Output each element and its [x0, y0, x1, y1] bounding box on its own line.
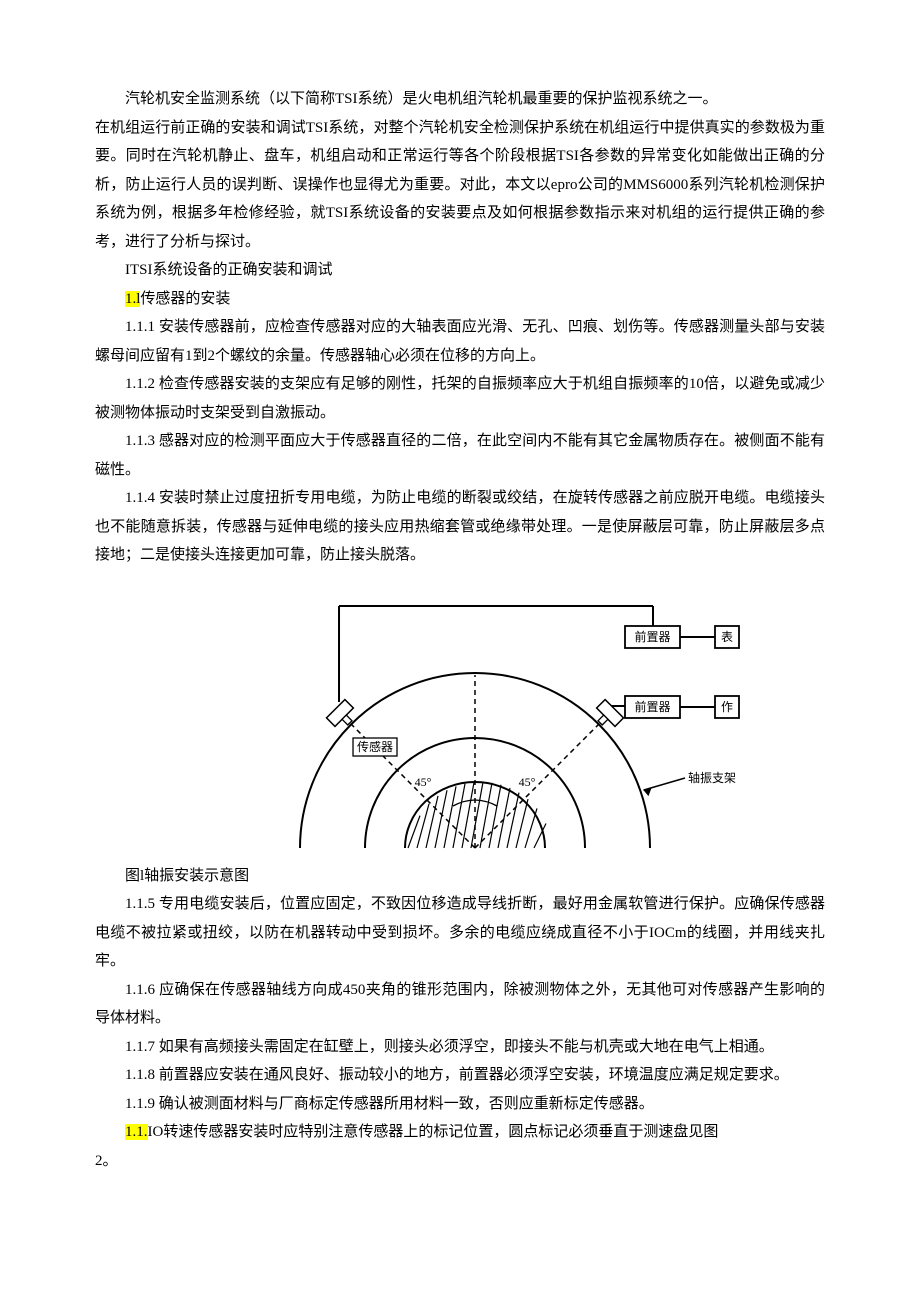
- svg-text:前置器: 前置器: [634, 629, 670, 644]
- item-1-1-6: 1.1.6 应确保在传感器轴线方向成450夹角的锥形范围内，除被测物体之外，无其…: [95, 976, 825, 1033]
- subsec-1-1: 1.l传感器的安装: [95, 285, 825, 314]
- figure-caption: 图l轴振安装示意图: [95, 862, 825, 891]
- intro-para: 在机组运行前正确的安装和调试TSI系统，对整个汽轮机安全检测保护系统在机组运行中…: [95, 114, 825, 257]
- svg-text:45°: 45°: [415, 775, 432, 789]
- intro-line-1: 汽轮机安全监测系统（以下简称TSI系统）是火电机组汽轮机最重要的保护监视系统之一…: [95, 85, 825, 114]
- shaft-vibration-diagram: 45°45° 传感器 前置器表前置器作 轴振支架: [255, 578, 755, 858]
- highlight-1-1: 1.l: [125, 291, 140, 307]
- svg-text:传感器: 传感器: [357, 739, 393, 754]
- svg-text:表: 表: [721, 630, 733, 644]
- item-1-1-10: 1.1.IO转速传感器安装时应特别注意传感器上的标记位置，圆点标记必须垂直于测速…: [95, 1118, 825, 1147]
- item-1-1-1: 1.1.1 安装传感器前，应检查传感器对应的大轴表面应光滑、无孔、凹痕、划伤等。…: [95, 313, 825, 370]
- svg-text:45°: 45°: [519, 775, 536, 789]
- item-1-1-7: 1.1.7 如果有高频接头需固定在缸壁上，则接头必须浮空，即接头不能与机壳或大地…: [95, 1033, 825, 1062]
- svg-text:作: 作: [721, 700, 733, 714]
- item-1-1-9: 1.1.9 确认被测面材料与厂商标定传感器所用材料一致，否则应重新标定传感器。: [95, 1090, 825, 1119]
- item-1-1-2: 1.1.2 检查传感器安装的支架应有足够的刚性，托架的自振频率应大于机组自振频率…: [95, 370, 825, 427]
- item-1-1-3: 1.1.3 感器对应的检测平面应大于传感器直径的二倍，在此空间内不能有其它金属物…: [95, 427, 825, 484]
- section-title: ITSI系统设备的正确安装和调试: [95, 256, 825, 285]
- item-1-1-5: 1.1.5 专用电缆安装后，位置应固定，不致因位移造成导线折断，最好用金属软管进…: [95, 890, 825, 976]
- svg-text:前置器: 前置器: [634, 699, 670, 714]
- highlight-1-1-10: 1.1.: [125, 1124, 148, 1140]
- subsec-1-1-text: 传感器的安装: [140, 291, 230, 307]
- item-1-1-10-text: IO转速传感器安装时应特别注意传感器上的标记位置，圆点标记必须垂直于测速盘见图: [148, 1124, 719, 1140]
- item-1-1-10-tail: 2。: [95, 1147, 825, 1176]
- item-1-1-8: 1.1.8 前置器应安装在通风良好、振动较小的地方，前置器必须浮空安装，环境温度…: [95, 1061, 825, 1090]
- svg-text:轴振支架: 轴振支架: [688, 770, 736, 785]
- item-1-1-4: 1.1.4 安装时禁止过度扭折专用电缆，为防止电缆的断裂或绞结，在旋转传感器之前…: [95, 484, 825, 570]
